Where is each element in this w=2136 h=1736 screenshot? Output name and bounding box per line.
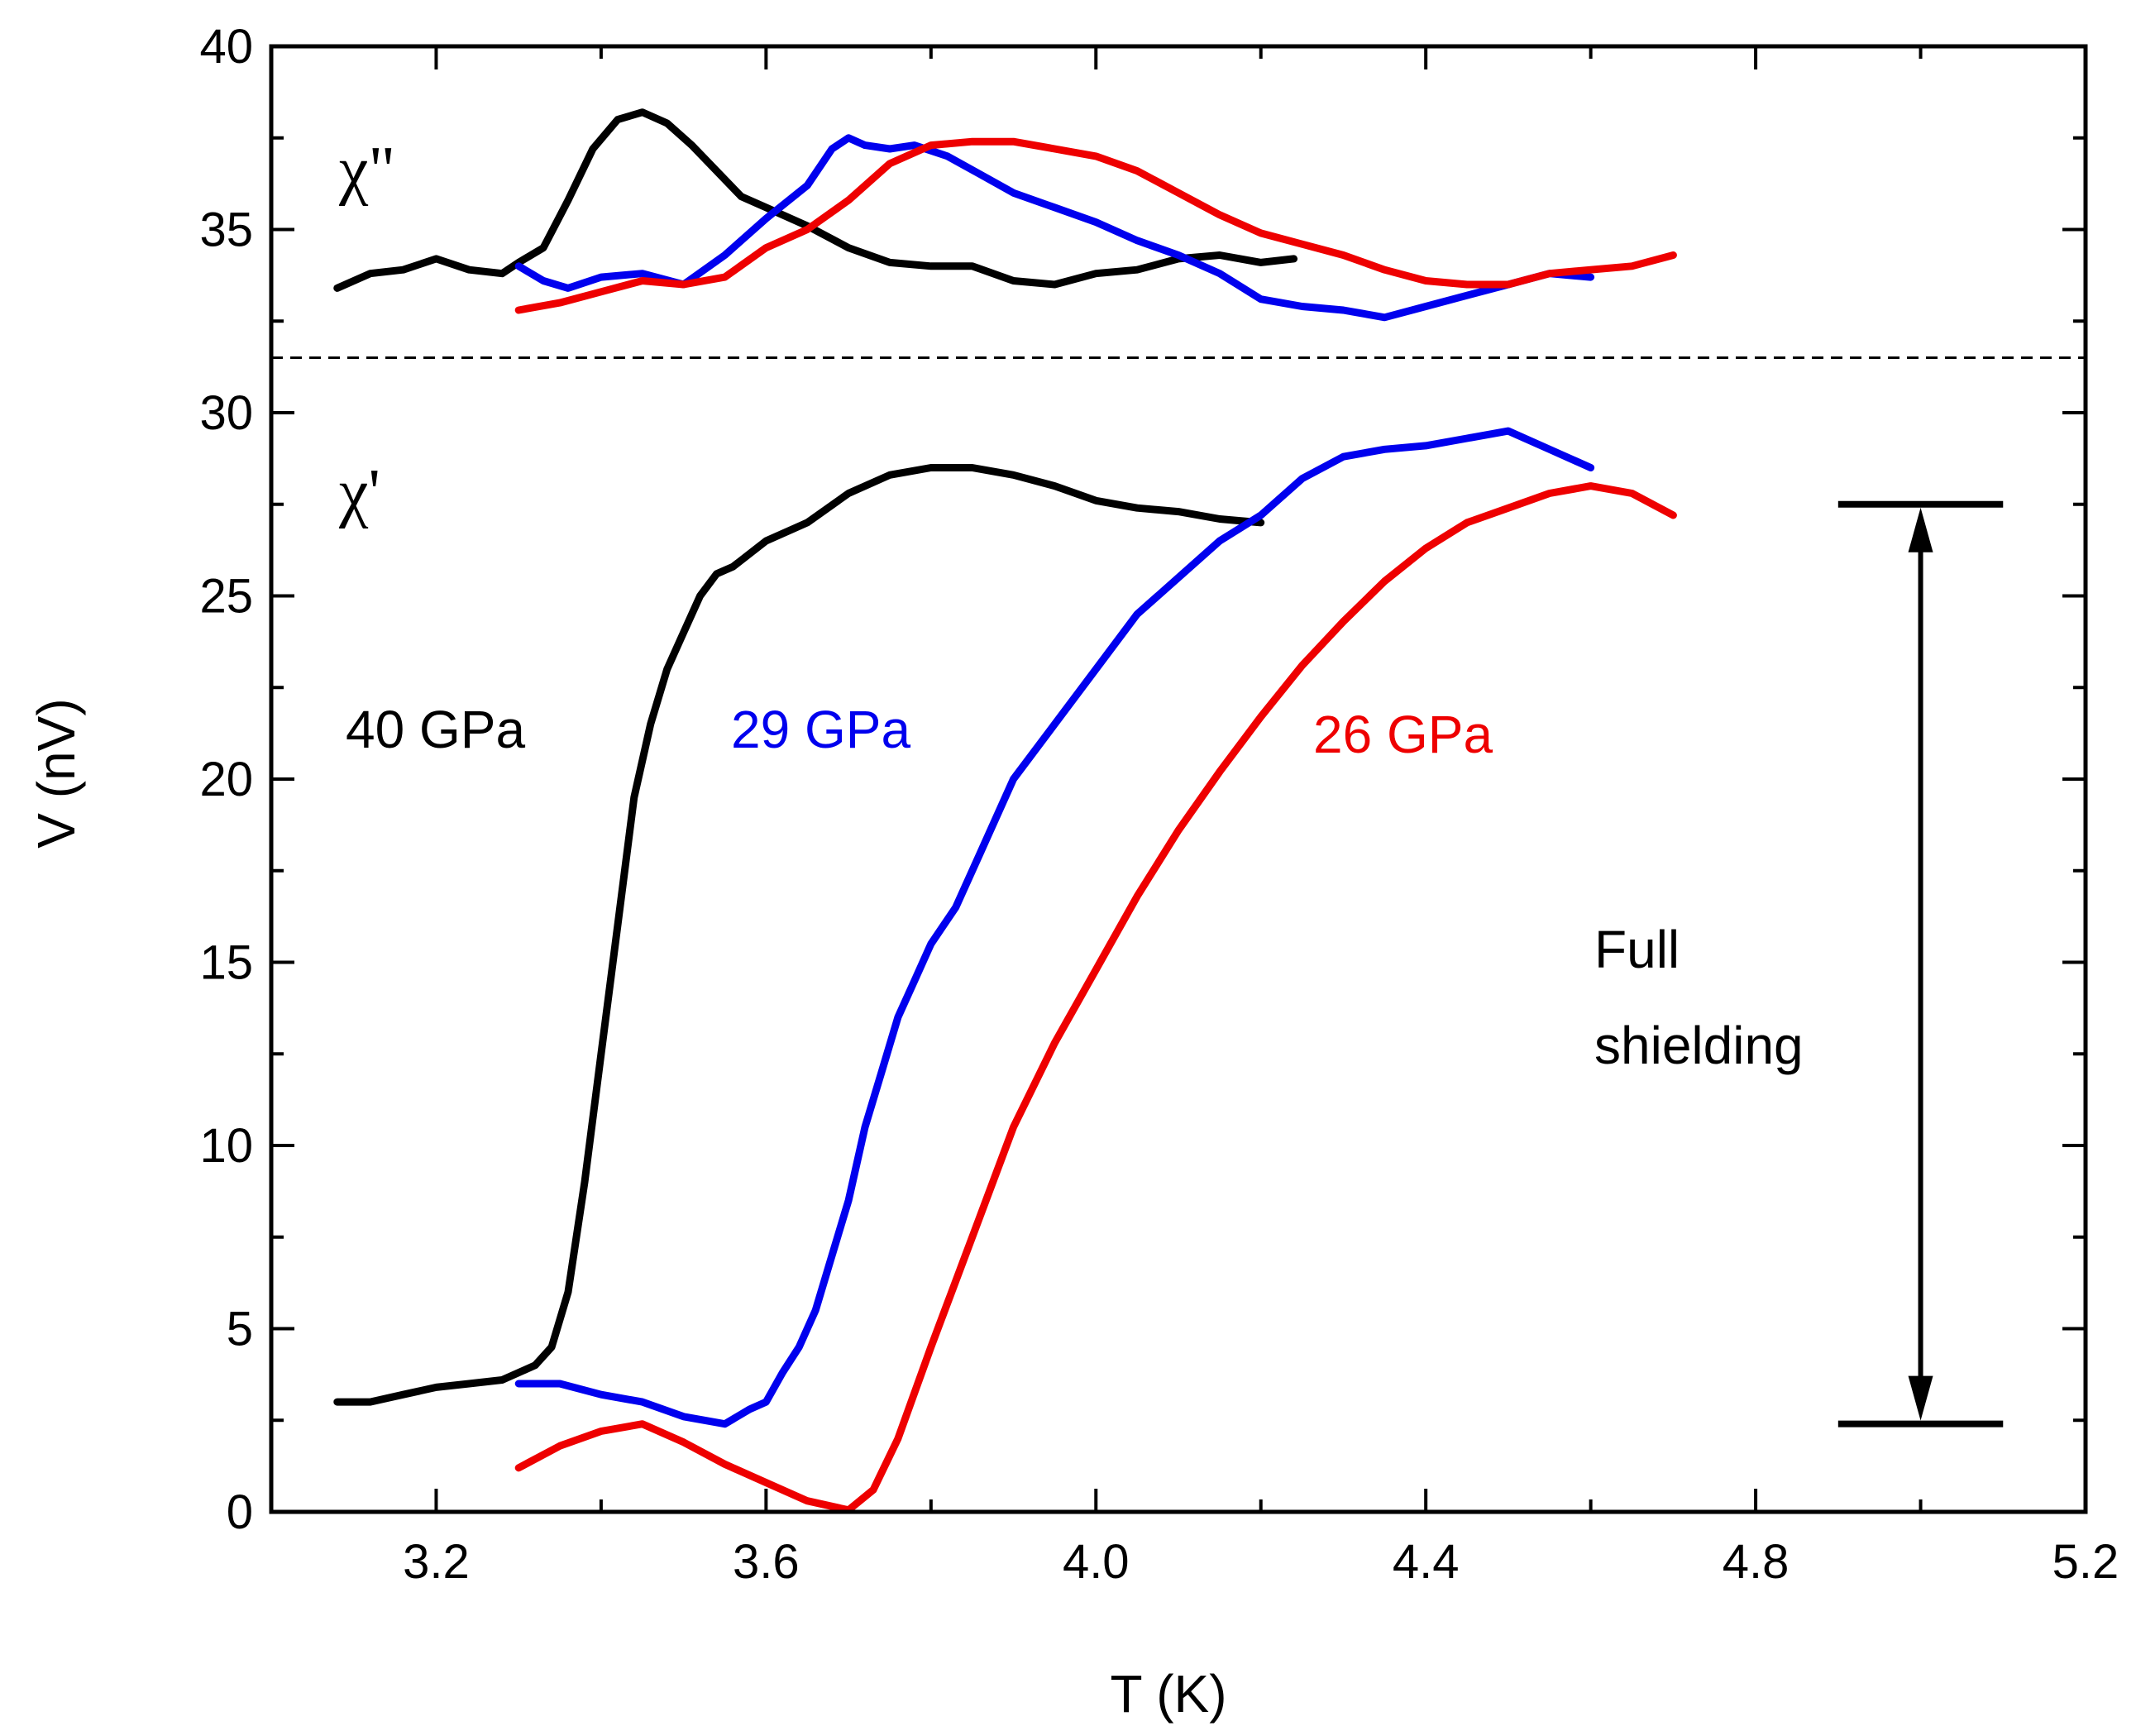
label-29-gpa: 29 GPa <box>731 700 910 759</box>
full-shielding-label-line2: shielding <box>1594 1016 1804 1075</box>
shielding-arrow-down-head <box>1908 1375 1933 1421</box>
series-line-29-gpa-chi- <box>514 427 1595 1428</box>
series-line-29-gpa-chi- <box>514 134 1595 322</box>
y-axis-title: V (nV) <box>26 698 86 848</box>
y-tick-label: 20 <box>199 753 253 806</box>
y-tick-label: 35 <box>199 203 253 257</box>
y-tick-label: 0 <box>227 1485 253 1539</box>
series-line-40-gpa-chi- <box>333 108 1298 292</box>
series-layer <box>333 108 1677 1514</box>
y-tick-label: 25 <box>199 570 253 624</box>
chi-prime-label: χ' <box>338 457 380 529</box>
y-tick-label: 10 <box>199 1119 253 1173</box>
series-line-40-gpa-chi- <box>333 464 1265 1406</box>
label-40-gpa: 40 GPa <box>346 700 525 759</box>
x-tick-label: 4.4 <box>1393 1535 1460 1589</box>
y-tick-label: 40 <box>199 20 253 74</box>
ticks-layer: 3.2 3.6 4.0 4.4 4.8 5.2 0 5 10 15 20 25 30 35 40 <box>199 20 2119 1589</box>
series-line-26-gpa-chi- <box>514 137 1677 314</box>
x-tick-label: 4.0 <box>1063 1535 1130 1589</box>
x-tick-label: 3.6 <box>733 1535 800 1589</box>
series-line-26-gpa-chi- <box>514 482 1677 1514</box>
shielding-arrow-up-head <box>1908 507 1933 552</box>
x-tick-label: 5.2 <box>2052 1535 2119 1589</box>
y-tick-label: 15 <box>199 936 253 990</box>
x-tick-label: 4.8 <box>1723 1535 1790 1589</box>
y-tick-label: 30 <box>199 386 253 440</box>
plot-frame <box>269 44 2088 1514</box>
x-axis-title: T (K) <box>1110 1664 1226 1724</box>
full-shielding-bracket <box>1837 500 2004 1428</box>
y-tick-label: 5 <box>227 1303 253 1356</box>
chi-double-prime-label: χ" <box>338 134 395 207</box>
x-tick-label: 3.2 <box>403 1535 470 1589</box>
full-shielding-label-line1: Full <box>1594 920 1680 979</box>
label-26-gpa: 26 GPa <box>1313 705 1493 764</box>
